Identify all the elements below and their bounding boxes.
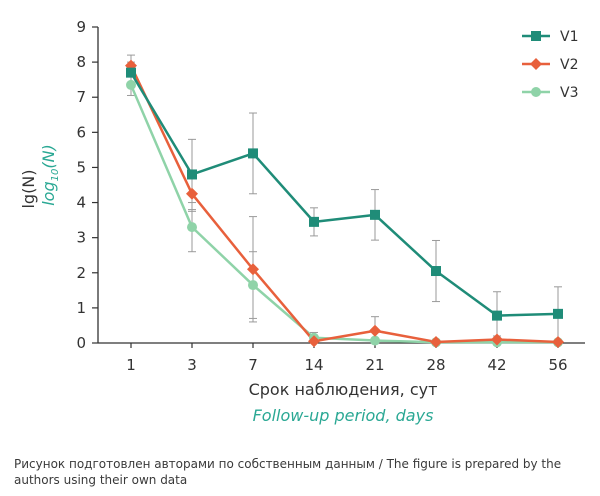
data-point-v1 <box>187 169 197 180</box>
legend-label: V3 <box>560 85 578 101</box>
data-point-v1 <box>431 266 441 277</box>
series-line-v2 <box>129 65 559 344</box>
x-ticks: 1 3 7 14 21 28 42 56 <box>126 343 568 374</box>
data-point-v1 <box>553 308 563 319</box>
x-tick-label: 3 <box>187 356 197 374</box>
legend-marker <box>531 31 541 41</box>
y-tick-label: 6 <box>76 123 86 141</box>
x-tick-label: 14 <box>304 356 323 374</box>
y-tick-label: 9 <box>76 18 86 36</box>
data-point-v2 <box>308 335 320 348</box>
data-point-v3 <box>187 222 197 233</box>
data-point-v2 <box>552 335 564 348</box>
legend-label: V1 <box>560 29 578 45</box>
axes <box>97 27 585 344</box>
legend-marker <box>530 58 542 70</box>
x-tick-label: 21 <box>365 356 384 374</box>
y-tick-label: 5 <box>76 158 86 176</box>
data-point-v3 <box>126 79 136 90</box>
data-point-v1 <box>126 67 136 78</box>
legend: V1 V2 V3 <box>522 29 578 101</box>
y-ticks: 0 1 2 3 4 5 6 7 8 9 <box>76 18 98 352</box>
data-point-v2 <box>491 333 503 346</box>
y-axis-label-en: log10(N) <box>39 144 61 206</box>
x-tick-label: 56 <box>548 356 567 374</box>
legend-item-v2: V2 <box>522 57 578 73</box>
data-point-v1 <box>492 310 502 321</box>
data-point-v1 <box>370 209 380 220</box>
x-tick-label: 7 <box>248 356 258 374</box>
data-point-v1 <box>309 216 319 227</box>
y-tick-label: 3 <box>76 229 86 247</box>
data-point-v2 <box>247 263 259 276</box>
x-tick-label: 1 <box>126 356 136 374</box>
x-tick-label: 28 <box>426 356 445 374</box>
x-axis-label-ru: Срок наблюдения, сут <box>249 380 438 399</box>
series-lines <box>129 65 559 344</box>
y-tick-label: 2 <box>76 264 86 282</box>
legend-marker <box>531 87 541 97</box>
data-point-v2 <box>186 187 198 200</box>
series-markers <box>125 59 564 348</box>
y-tick-label: 7 <box>76 88 86 106</box>
legend-item-v1: V1 <box>522 29 578 45</box>
y-tick-label: 8 <box>76 53 86 71</box>
data-point-v3 <box>248 280 258 291</box>
legend-label: V2 <box>560 57 578 73</box>
x-axis-label-en: Follow-up period, days <box>253 406 434 425</box>
figure-caption: Рисунок подготовлен авторами по собствен… <box>14 457 562 487</box>
y-axis-label-ru: lg(N) <box>19 169 38 208</box>
data-point-v1 <box>248 148 258 159</box>
data-point-v3 <box>370 335 380 346</box>
series-line-v1 <box>129 72 559 317</box>
data-point-v2 <box>369 324 381 337</box>
y-axis-label-en-tail: (N) <box>39 144 58 168</box>
y-axis-label-en-sub: 10 <box>50 169 61 182</box>
y-tick-label: 0 <box>76 334 86 352</box>
x-tick-label: 42 <box>487 356 506 374</box>
data-point-v2 <box>430 335 442 348</box>
series-line-v3 <box>129 84 558 344</box>
y-tick-label: 4 <box>76 194 86 212</box>
y-tick-label: 1 <box>76 299 86 317</box>
y-axis-label-en-main: log <box>39 181 58 205</box>
legend-item-v3: V3 <box>522 85 578 101</box>
